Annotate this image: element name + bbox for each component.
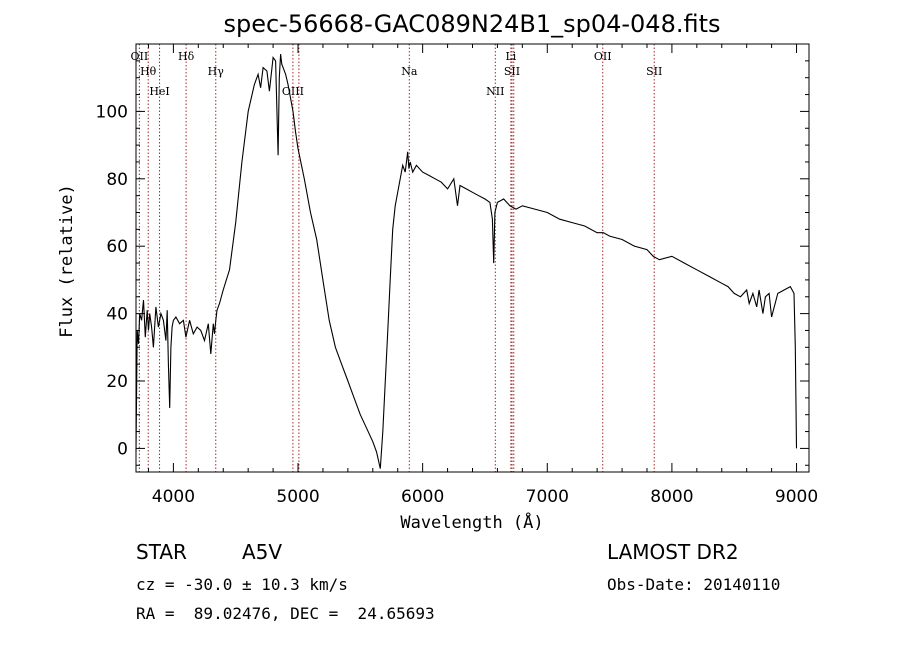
chart-title: spec-56668-GAC089N24B1_sp04-048.fits (223, 10, 720, 38)
reference-line-label: Hγ (208, 65, 225, 78)
x-tick-label: 8000 (650, 487, 693, 507)
reference-line-label: SII (504, 65, 520, 78)
reference-line-label: OII (131, 50, 149, 63)
y-tick-label: 40 (106, 305, 128, 325)
x-tick-label: 5000 (276, 487, 319, 507)
y-axis-ticks: 0 20 40 60 80 100 (96, 60, 809, 466)
x-tick-label: 6000 (401, 487, 444, 507)
reference-line-label: OII (594, 50, 612, 63)
object-class: STAR (136, 540, 187, 564)
reference-line-label: Li (505, 50, 516, 63)
y-tick-label: 20 (106, 372, 128, 392)
survey-label: LAMOST DR2 (607, 540, 739, 564)
reference-line-label: Hδ (178, 50, 195, 63)
x-axis-label: Wavelength (Å) (400, 511, 543, 533)
reference-line-label: HeI (149, 85, 169, 98)
redshift-readout: cz = -30.0 ± 10.3 km/s (136, 575, 348, 594)
y-axis-label: Flux (relative) (57, 184, 77, 338)
reference-line-label: NII (486, 85, 504, 98)
y-tick-label: 80 (106, 170, 128, 190)
spectrum-series-line (135, 54, 798, 469)
y-tick-label: 100 (96, 102, 128, 122)
coordinates-readout: RA = 89.02476, DEC = 24.65693 (136, 604, 435, 623)
reference-line-label: SII (646, 65, 662, 78)
y-tick-label: 60 (106, 237, 128, 257)
x-axis-ticks: 4000 5000 6000 7000 8000 9000 (147, 44, 818, 507)
reference-line-labels: OII Hθ HeI Hδ Hγ OIII Na NII Li SII OII SII (131, 50, 663, 98)
x-tick-label: 4000 (152, 487, 195, 507)
plot-frame (135, 43, 810, 473)
x-tick-label: 9000 (775, 487, 818, 507)
x-tick-label: 7000 (526, 487, 569, 507)
y-tick-label: 0 (117, 439, 128, 459)
reference-line-label: OIII (282, 85, 304, 98)
reference-line-label: Na (401, 65, 418, 78)
reference-line-label: Hθ (140, 65, 157, 78)
spectral-subclass: A5V (242, 540, 283, 564)
reference-lines (138, 44, 655, 472)
obs-date: Obs-Date: 20140110 (607, 575, 781, 594)
